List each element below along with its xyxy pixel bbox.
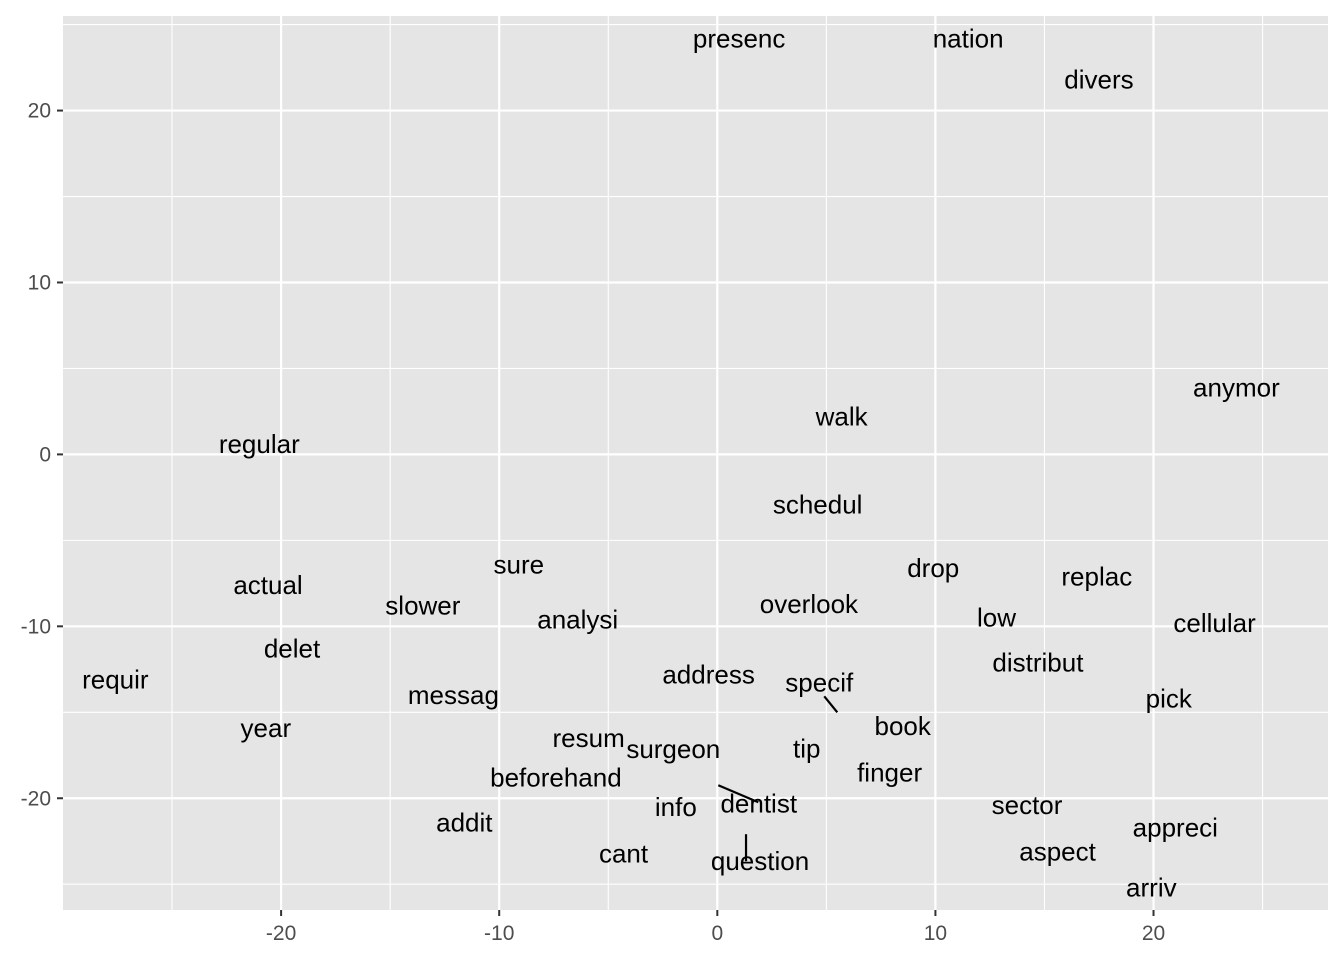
word-label-sure: sure <box>494 549 545 579</box>
word-label-info: info <box>655 792 697 822</box>
y-axis: -20 -10 0 10 20 <box>21 100 63 810</box>
word-label-appreci: appreci <box>1133 812 1218 842</box>
minor-grid-x <box>171 16 1264 910</box>
x-tick-label: 0 <box>711 922 723 945</box>
y-tick-label: -20 <box>21 787 51 810</box>
word-label-presenc: presenc <box>693 23 786 53</box>
x-axis: -20 -10 0 10 20 <box>266 910 1165 945</box>
plot-panel <box>63 16 1328 910</box>
word-label-regular: regular <box>219 429 300 459</box>
word-labels: presenc nation divers anymor walk regular sche… <box>82 23 1280 902</box>
word-label-requir: requir <box>82 665 149 695</box>
word-label-sector: sector <box>992 790 1063 820</box>
word-label-book: book <box>875 711 932 741</box>
word-label-schedul: schedul <box>773 489 863 519</box>
word-label-nation: nation <box>933 23 1004 53</box>
word-label-divers: divers <box>1064 65 1133 95</box>
leader-line-specif <box>823 695 839 713</box>
word-label-messag: messag <box>408 680 499 710</box>
word-label-distribut: distribut <box>992 647 1084 677</box>
word-label-overlook: overlook <box>760 589 859 619</box>
leader-line-surgeon <box>717 784 759 804</box>
word-label-question: question <box>711 846 809 876</box>
y-tick-label: -10 <box>21 615 51 638</box>
word-label-tip: tip <box>793 733 820 763</box>
word-label-walk: walk <box>815 402 869 432</box>
x-tick-label: -20 <box>266 922 296 945</box>
word-label-addit: addit <box>436 807 493 837</box>
y-tick-label: 20 <box>28 100 51 123</box>
word-label-aspect: aspect <box>1019 837 1096 867</box>
word-label-cellular: cellular <box>1173 608 1256 638</box>
word-label-actual: actual <box>233 570 302 600</box>
word-label-drop: drop <box>907 553 959 583</box>
word-label-delet: delet <box>264 634 321 664</box>
y-tick-label: 0 <box>39 443 51 466</box>
word-label-specif: specif <box>785 667 854 697</box>
word-label-pick: pick <box>1146 684 1193 714</box>
x-tick-label: 10 <box>924 922 947 945</box>
word-label-year: year <box>241 713 292 743</box>
y-tick-label: 10 <box>28 271 51 294</box>
major-grid-y <box>63 109 1328 800</box>
word-label-anymor: anymor <box>1193 372 1280 402</box>
word-label-address: address <box>662 659 755 689</box>
word-label-finger: finger <box>857 757 922 787</box>
word-label-surgeon: surgeon <box>626 734 720 764</box>
word-label-analysi: analysi <box>537 604 618 634</box>
x-tick-label: 20 <box>1142 922 1165 945</box>
minor-grid-y <box>63 24 1328 885</box>
label-leader-lines <box>717 695 839 862</box>
word-label-resum: resum <box>553 723 625 753</box>
word-label-beforehand: beforehand <box>490 763 622 793</box>
word-label-replac: replac <box>1061 561 1132 591</box>
x-tick-label: -10 <box>484 922 514 945</box>
major-grid-x <box>280 16 1155 910</box>
word-label-low: low <box>977 603 1016 633</box>
word-label-slower: slower <box>385 591 460 621</box>
word-label-arriv: arriv <box>1126 873 1177 903</box>
word-label-cant: cant <box>599 838 649 868</box>
word-label-dentist: dentist <box>720 788 797 818</box>
